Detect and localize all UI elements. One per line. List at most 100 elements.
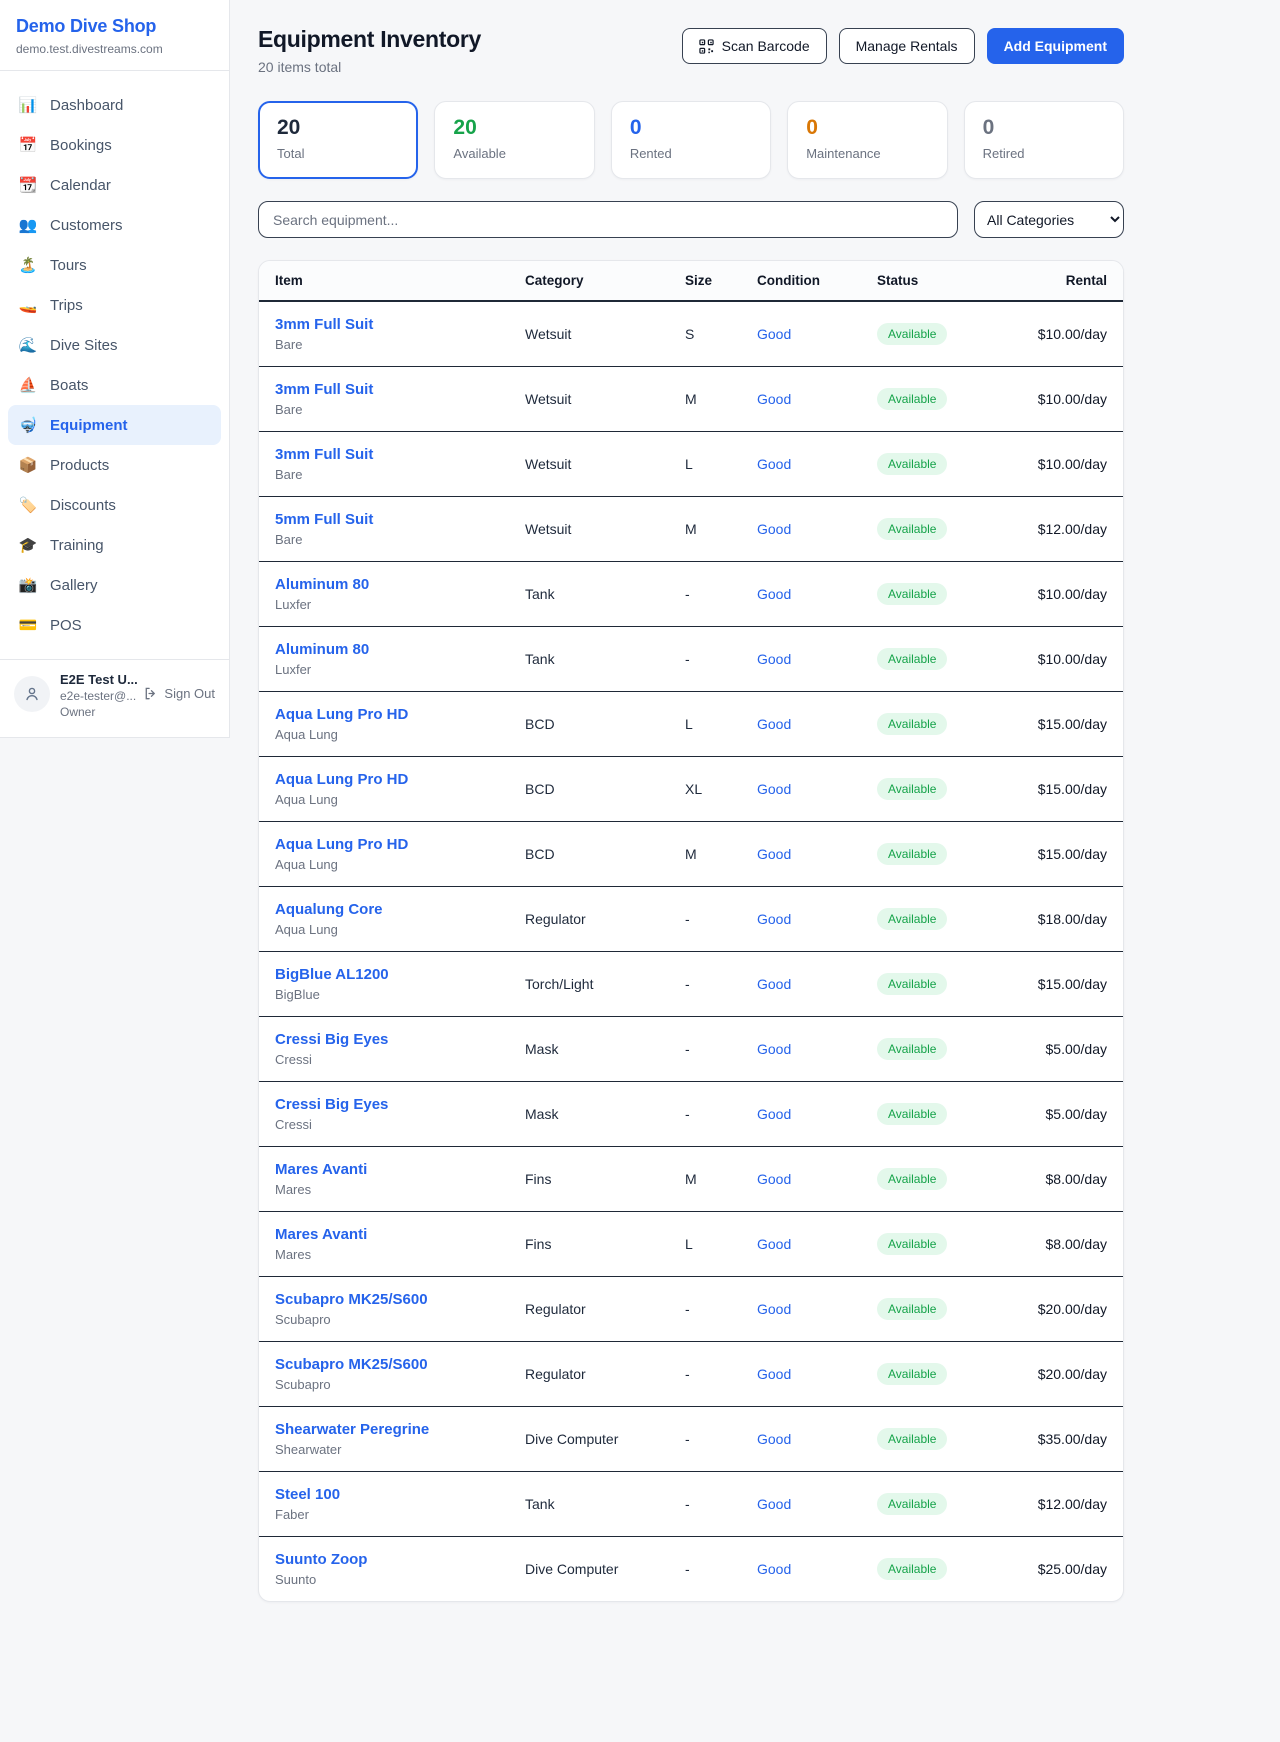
item-name-link[interactable]: Aqua Lung Pro HD — [275, 706, 409, 723]
item-rental: $10.00/day — [1037, 456, 1107, 472]
status-badge: Available — [877, 1363, 948, 1385]
sidebar-item-dive-sites[interactable]: 🌊 Dive Sites — [8, 325, 221, 365]
item-condition-link[interactable]: Good — [757, 1041, 792, 1057]
item-brand: Scubapro — [275, 1312, 331, 1327]
item-condition-link[interactable]: Good — [757, 846, 792, 862]
item-condition-link[interactable]: Good — [757, 716, 792, 732]
stat-card-available[interactable]: 20 Available — [434, 101, 595, 179]
sidebar-item-boats[interactable]: ⛵ Boats — [8, 365, 221, 405]
item-name-link[interactable]: Cressi Big Eyes — [275, 1096, 389, 1113]
stat-card-rented[interactable]: 0 Rented — [610, 101, 772, 179]
item-category: Regulator — [525, 1366, 586, 1382]
item-name-link[interactable]: Scubapro MK25/S600 — [275, 1356, 428, 1373]
item-name-link[interactable]: 3mm Full Suit — [275, 381, 374, 398]
sidebar-item-trips[interactable]: 🚤 Trips — [8, 285, 221, 325]
user-icon — [26, 687, 38, 701]
item-condition-link[interactable]: Good — [757, 391, 792, 407]
stat-card-retired[interactable]: 0 Retired — [963, 101, 1125, 179]
status-badge: Available — [877, 973, 948, 995]
item-name-link[interactable]: 5mm Full Suit — [275, 511, 374, 528]
item-name-link[interactable]: Shearwater Peregrine — [275, 1421, 430, 1438]
item-condition-link[interactable]: Good — [757, 1496, 792, 1512]
column-header-category: Category — [509, 261, 669, 302]
item-condition-link[interactable]: Good — [757, 1301, 792, 1317]
item-brand: Cressi — [275, 1117, 312, 1132]
item-rental: $10.00/day — [1037, 586, 1107, 602]
item-name-link[interactable]: BigBlue AL1200 — [275, 966, 389, 983]
item-size: - — [685, 911, 690, 927]
sidebar-item-label: Boats — [50, 376, 89, 394]
item-rental: $10.00/day — [1037, 651, 1107, 667]
item-condition-link[interactable]: Good — [757, 586, 792, 602]
item-size: - — [685, 1431, 690, 1447]
sidebar-item-training[interactable]: 🎓 Training — [8, 525, 221, 565]
item-name-link[interactable]: Mares Avanti — [275, 1161, 368, 1178]
item-rental: $15.00/day — [1037, 781, 1107, 797]
trips-icon: 🚤 — [18, 297, 38, 314]
item-condition-link[interactable]: Good — [757, 521, 792, 537]
sidebar-item-tours[interactable]: 🏝️ Tours — [8, 245, 221, 285]
sidebar-item-calendar[interactable]: 📆 Calendar — [8, 165, 221, 205]
item-condition-link[interactable]: Good — [757, 1431, 792, 1447]
table-row: Steel 100 Faber Tank - Good Available $1… — [259, 1472, 1123, 1537]
table-row: Cressi Big Eyes Cressi Mask - Good Avail… — [259, 1082, 1123, 1147]
item-name-link[interactable]: Aluminum 80 — [275, 641, 370, 658]
scan-barcode-button[interactable]: Scan Barcode — [681, 28, 827, 64]
brand-name: Demo Dive Shop — [16, 16, 157, 36]
item-condition-link[interactable]: Good — [757, 1366, 792, 1382]
sidebar-item-discounts[interactable]: 🏷️ Discounts — [8, 485, 221, 525]
item-category: Tank — [525, 1496, 555, 1512]
sidebar-item-dashboard[interactable]: 📊 Dashboard — [8, 85, 221, 125]
stat-value: 20 — [453, 116, 477, 139]
boats-icon: ⛵ — [18, 377, 38, 394]
sidebar-item-gallery[interactable]: 📸 Gallery — [8, 565, 221, 605]
item-condition-link[interactable]: Good — [757, 651, 792, 667]
item-rental: $18.00/day — [1037, 911, 1107, 927]
item-condition-link[interactable]: Good — [757, 1236, 792, 1252]
manage-rentals-button[interactable]: Manage Rentals — [838, 28, 975, 64]
item-size: L — [685, 456, 693, 472]
add-equipment-button[interactable]: Add Equipment — [986, 28, 1124, 64]
item-condition-link[interactable]: Good — [757, 781, 792, 797]
item-name-link[interactable]: Aqua Lung Pro HD — [275, 771, 409, 788]
item-rental: $35.00/day — [1037, 1431, 1107, 1447]
equipment-icon: 🤿 — [18, 417, 38, 434]
category-select[interactable]: All Categories — [974, 201, 1124, 238]
item-condition-link[interactable]: Good — [757, 911, 792, 927]
item-name-link[interactable]: Aqua Lung Pro HD — [275, 836, 409, 853]
sidebar-item-equipment[interactable]: 🤿 Equipment — [8, 405, 221, 445]
stat-card-maintenance[interactable]: 0 Maintenance — [787, 101, 948, 179]
sidebar-item-label: Customers — [50, 216, 123, 234]
item-condition-link[interactable]: Good — [757, 1106, 792, 1122]
item-category: Mask — [525, 1106, 559, 1122]
stat-label: Rented — [629, 146, 672, 161]
status-badge: Available — [877, 1298, 948, 1320]
item-name-link[interactable]: 3mm Full Suit — [275, 446, 374, 463]
stat-card-total[interactable]: 20 Total — [258, 101, 419, 179]
sidebar-item-customers[interactable]: 👥 Customers — [8, 205, 221, 245]
sidebar-item-bookings[interactable]: 📅 Bookings — [8, 125, 221, 165]
item-name-link[interactable]: Cressi Big Eyes — [275, 1031, 389, 1048]
item-name-link[interactable]: Scubapro MK25/S600 — [275, 1291, 428, 1308]
sidebar-item-products[interactable]: 📦 Products — [8, 445, 221, 485]
search-input[interactable] — [258, 201, 958, 238]
item-name-link[interactable]: 3mm Full Suit — [275, 316, 374, 333]
item-condition-link[interactable]: Good — [757, 1561, 792, 1577]
item-condition-link[interactable]: Good — [757, 976, 792, 992]
item-category: Tank — [525, 586, 555, 602]
item-name-link[interactable]: Suunto Zoop — [275, 1551, 368, 1568]
user-box: E2E Test U... e2e-tester@... Owner Sign … — [0, 659, 229, 723]
item-name-link[interactable]: Aqualung Core — [275, 901, 383, 918]
item-name-link[interactable]: Aluminum 80 — [275, 576, 370, 593]
item-name-link[interactable]: Mares Avanti — [275, 1226, 368, 1243]
page-header-titles: Equipment Inventory 20 items total — [258, 26, 481, 75]
sidebar-item-pos[interactable]: 💳 POS — [8, 605, 221, 645]
user-email: e2e-tester@... — [60, 689, 137, 703]
stat-value: 20 — [277, 116, 301, 139]
item-name-link[interactable]: Steel 100 — [275, 1486, 341, 1503]
sign-out-button[interactable]: Sign Out — [143, 686, 215, 701]
page-title: Equipment Inventory — [258, 26, 482, 52]
item-condition-link[interactable]: Good — [757, 326, 792, 342]
item-condition-link[interactable]: Good — [757, 1171, 792, 1187]
item-condition-link[interactable]: Good — [757, 456, 792, 472]
